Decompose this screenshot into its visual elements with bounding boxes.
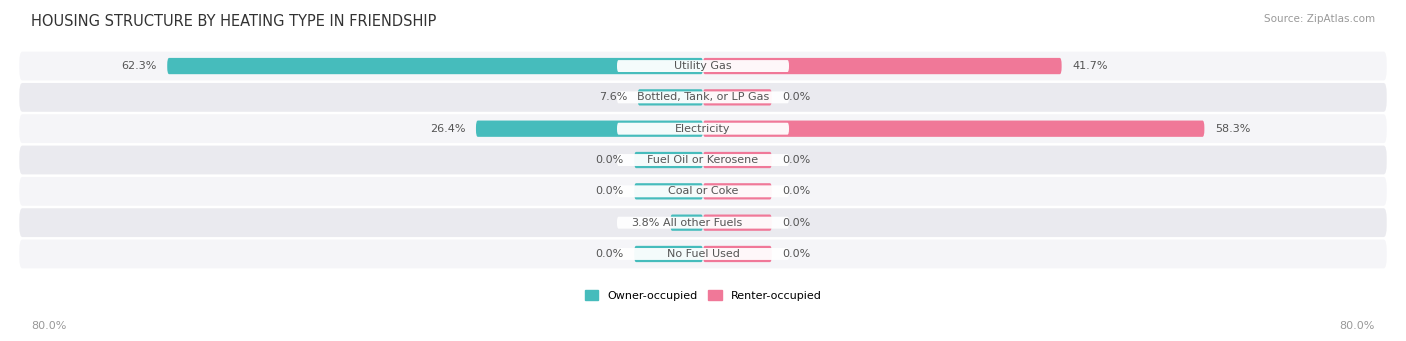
FancyBboxPatch shape — [477, 121, 703, 137]
FancyBboxPatch shape — [617, 186, 789, 197]
FancyBboxPatch shape — [703, 183, 772, 199]
FancyBboxPatch shape — [617, 91, 789, 103]
Text: 0.0%: 0.0% — [596, 155, 624, 165]
FancyBboxPatch shape — [703, 246, 772, 262]
FancyBboxPatch shape — [634, 183, 703, 199]
Text: 0.0%: 0.0% — [782, 218, 810, 228]
Text: 0.0%: 0.0% — [782, 186, 810, 196]
Text: 0.0%: 0.0% — [596, 186, 624, 196]
FancyBboxPatch shape — [20, 240, 1386, 268]
Text: 7.6%: 7.6% — [599, 92, 627, 102]
Text: All other Fuels: All other Fuels — [664, 218, 742, 228]
Text: Source: ZipAtlas.com: Source: ZipAtlas.com — [1264, 14, 1375, 24]
Text: HOUSING STRUCTURE BY HEATING TYPE IN FRIENDSHIP: HOUSING STRUCTURE BY HEATING TYPE IN FRI… — [31, 14, 436, 29]
Text: Coal or Coke: Coal or Coke — [668, 186, 738, 196]
FancyBboxPatch shape — [617, 123, 789, 135]
FancyBboxPatch shape — [20, 114, 1386, 143]
FancyBboxPatch shape — [703, 58, 1062, 74]
FancyBboxPatch shape — [20, 208, 1386, 237]
Text: Fuel Oil or Kerosene: Fuel Oil or Kerosene — [647, 155, 759, 165]
Text: Bottled, Tank, or LP Gas: Bottled, Tank, or LP Gas — [637, 92, 769, 102]
Text: 41.7%: 41.7% — [1071, 61, 1108, 71]
Text: 80.0%: 80.0% — [1340, 321, 1375, 331]
Text: 0.0%: 0.0% — [782, 249, 810, 259]
Text: 58.3%: 58.3% — [1215, 124, 1250, 134]
FancyBboxPatch shape — [167, 58, 703, 74]
FancyBboxPatch shape — [617, 154, 789, 166]
Text: Electricity: Electricity — [675, 124, 731, 134]
FancyBboxPatch shape — [617, 248, 789, 260]
Text: No Fuel Used: No Fuel Used — [666, 249, 740, 259]
Text: 3.8%: 3.8% — [631, 218, 659, 228]
Text: 80.0%: 80.0% — [31, 321, 66, 331]
FancyBboxPatch shape — [703, 121, 1205, 137]
FancyBboxPatch shape — [703, 214, 772, 231]
FancyBboxPatch shape — [20, 83, 1386, 112]
FancyBboxPatch shape — [617, 217, 789, 228]
Text: 0.0%: 0.0% — [782, 92, 810, 102]
Text: Utility Gas: Utility Gas — [675, 61, 731, 71]
FancyBboxPatch shape — [671, 214, 703, 231]
FancyBboxPatch shape — [638, 89, 703, 105]
FancyBboxPatch shape — [20, 51, 1386, 80]
FancyBboxPatch shape — [20, 146, 1386, 174]
FancyBboxPatch shape — [634, 152, 703, 168]
FancyBboxPatch shape — [20, 177, 1386, 206]
FancyBboxPatch shape — [703, 89, 772, 105]
Legend: Owner-occupied, Renter-occupied: Owner-occupied, Renter-occupied — [585, 290, 821, 301]
FancyBboxPatch shape — [617, 60, 789, 72]
Text: 62.3%: 62.3% — [121, 61, 157, 71]
Text: 0.0%: 0.0% — [782, 155, 810, 165]
Text: 26.4%: 26.4% — [430, 124, 465, 134]
FancyBboxPatch shape — [634, 246, 703, 262]
Text: 0.0%: 0.0% — [596, 249, 624, 259]
FancyBboxPatch shape — [703, 152, 772, 168]
